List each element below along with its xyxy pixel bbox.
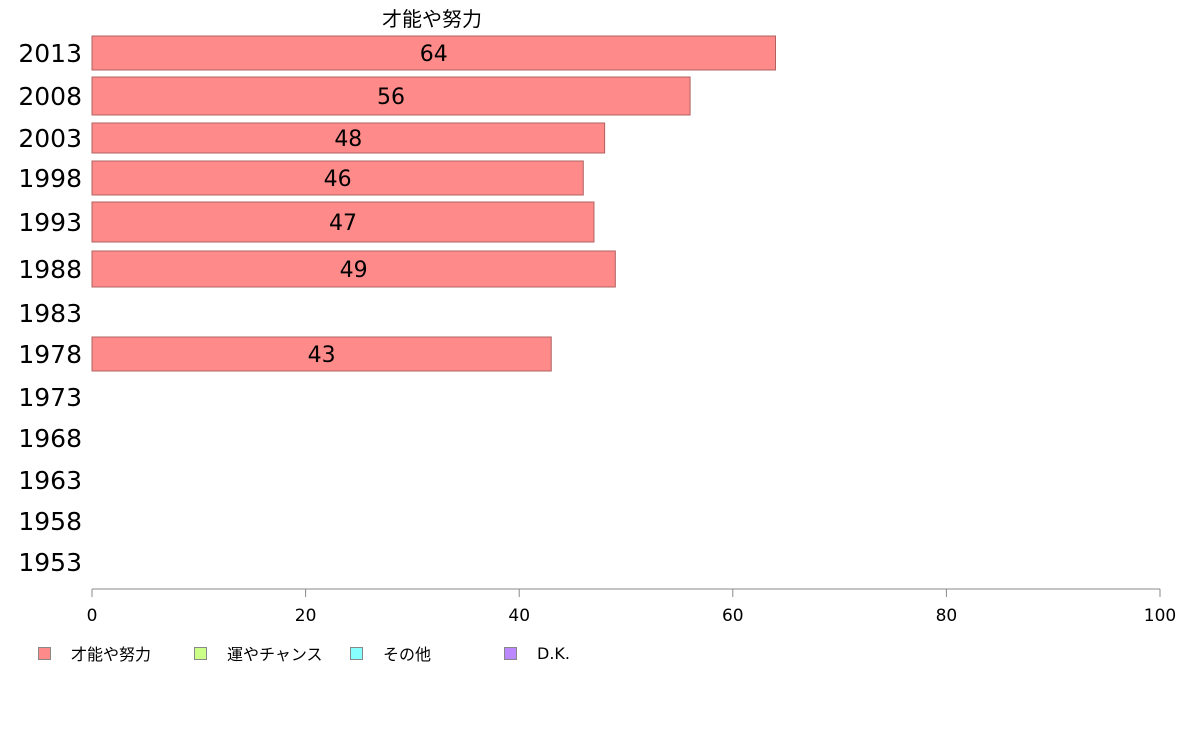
- bar: [91, 35, 777, 71]
- category-label: 1998: [18, 164, 82, 193]
- chart-title: 才能や努力: [382, 7, 482, 31]
- category-label: 1968: [18, 424, 82, 453]
- data-label: 64: [420, 42, 448, 67]
- legend-label-talent: 才能や努力: [71, 645, 152, 664]
- data-label: 48: [334, 127, 362, 152]
- category-label: 1988: [18, 255, 82, 284]
- legend-swatch-talent: [38, 646, 51, 660]
- x-tick-label: 100: [1144, 606, 1176, 626]
- bar: [91, 336, 552, 372]
- category-label: 1958: [18, 507, 82, 536]
- bar: [91, 76, 691, 116]
- legend-item-talent: 才能や努力: [38, 642, 151, 664]
- bar: [91, 250, 616, 288]
- legend-swatch-other: [350, 646, 363, 660]
- data-label: 47: [329, 211, 357, 236]
- legend-item-dk: D.K.: [504, 642, 570, 664]
- category-label: 1993: [18, 208, 82, 237]
- bar: [91, 122, 606, 154]
- category-label: 1963: [18, 466, 82, 495]
- legend-swatch-luck: [194, 646, 207, 660]
- category-label: 1973: [18, 383, 82, 412]
- x-tick-label: 40: [508, 606, 530, 626]
- chart-legend: 才能や努力 運やチャンス その他 D.K.: [38, 642, 638, 666]
- category-label: 2008: [18, 82, 82, 111]
- data-label: 56: [377, 85, 405, 110]
- legend-item-other: その他: [350, 642, 431, 664]
- category-label: 1953: [18, 548, 82, 577]
- legend-swatch-dk: [504, 646, 517, 660]
- data-label: 46: [324, 167, 352, 192]
- x-tick-label: 20: [295, 606, 317, 626]
- category-label: 2013: [18, 39, 82, 68]
- category-label: 1978: [18, 340, 82, 369]
- legend-label-dk: D.K.: [537, 643, 570, 663]
- category-label: 2003: [18, 124, 82, 153]
- data-label: 43: [308, 343, 336, 368]
- x-tick-label: 80: [936, 606, 958, 626]
- legend-item-luck: 運やチャンス: [194, 642, 323, 664]
- x-tick-label: 60: [722, 606, 744, 626]
- data-label: 49: [340, 258, 368, 283]
- legend-label-luck: 運やチャンス: [227, 645, 323, 664]
- legend-label-other: その他: [383, 645, 432, 664]
- category-label: 1983: [18, 299, 82, 328]
- bar: [91, 160, 584, 196]
- bar: [91, 201, 595, 243]
- x-tick-label: 0: [87, 606, 98, 626]
